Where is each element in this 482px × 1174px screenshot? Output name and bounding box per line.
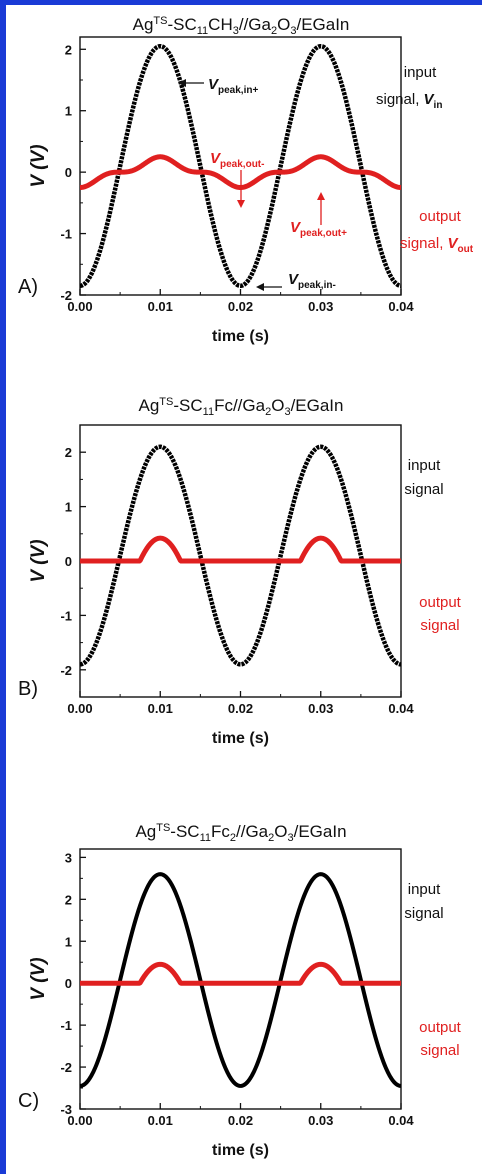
x-tick-label: 0.01 xyxy=(148,701,173,716)
frame-top-border xyxy=(0,0,482,5)
x-tick-label: 0.03 xyxy=(308,1113,333,1128)
peak-in-minus-label: Vpeak,in- xyxy=(288,271,336,291)
output-signal-label-2: signal xyxy=(420,617,459,634)
output-signal-label: output xyxy=(419,594,462,611)
y-tick-label: 0 xyxy=(65,165,72,180)
y-tick-label: 0 xyxy=(65,976,72,991)
output-signal-line xyxy=(78,961,403,986)
y-tick-label: -1 xyxy=(60,227,72,242)
input-signal-label: input xyxy=(408,457,441,474)
y-axis-label: V (V) xyxy=(28,957,49,1000)
input-signal-label-2: signal xyxy=(404,905,443,922)
peak-in-plus-label: Vpeak,in+ xyxy=(208,76,258,96)
output-signal-label: output xyxy=(419,1019,462,1036)
x-axis-label: time (s) xyxy=(212,730,269,747)
x-tick-label: 0.02 xyxy=(228,1113,253,1128)
y-axis-label: V (V) xyxy=(28,144,49,187)
y-tick-label: -1 xyxy=(60,608,72,623)
x-tick-label: 0.04 xyxy=(388,701,414,716)
x-tick-label: 0.04 xyxy=(388,1113,414,1128)
peak-out-plus-label: Vpeak,out+ xyxy=(290,219,347,239)
panel-label: B) xyxy=(18,678,38,700)
x-tick-label: 0.03 xyxy=(308,299,333,314)
x-tick-label: 0.02 xyxy=(228,299,253,314)
x-tick-label: 0.00 xyxy=(67,299,92,314)
x-axis-label: time (s) xyxy=(212,1142,269,1159)
input-signal-line xyxy=(78,444,403,667)
peak-in-minus-arrowhead xyxy=(256,283,264,291)
y-tick-label: 2 xyxy=(65,892,72,907)
y-axis-label: V (V) xyxy=(28,539,49,582)
input-signal-label-2: signal xyxy=(404,481,443,498)
y-tick-label: -2 xyxy=(60,663,72,678)
x-tick-label: 0.00 xyxy=(67,701,92,716)
peak-out-minus-arrowhead xyxy=(237,200,245,208)
input-signal-label-2: signal, Vin xyxy=(376,91,442,111)
frame-left-border xyxy=(0,0,6,1174)
panel-label: C) xyxy=(18,1090,39,1112)
output-signal-label-2: signal xyxy=(420,1042,459,1059)
x-tick-label: 0.01 xyxy=(148,299,173,314)
input-signal-line xyxy=(78,872,403,1088)
y-tick-label: 0 xyxy=(65,554,72,569)
chart-title: AgTS-SC11Fc//Ga2O3/EGaIn xyxy=(139,396,344,418)
x-tick-label: 0.01 xyxy=(148,1113,173,1128)
input-signal-label: input xyxy=(408,881,441,898)
x-tick-label: 0.00 xyxy=(67,1113,92,1128)
y-tick-label: -2 xyxy=(60,288,72,303)
peak-out-plus-arrowhead xyxy=(317,192,325,200)
x-tick-label: 0.04 xyxy=(388,299,414,314)
y-tick-label: 2 xyxy=(65,445,72,460)
y-tick-label: -2 xyxy=(60,1060,72,1075)
y-tick-label: 1 xyxy=(65,500,72,515)
input-signal-line xyxy=(78,43,403,289)
plot-frame xyxy=(79,848,402,1110)
y-tick-label: 1 xyxy=(65,934,72,949)
output-signal-line xyxy=(78,535,403,564)
chart-title: AgTS-SC11CH3//Ga2O3/EGaIn xyxy=(133,15,350,37)
x-axis-label: time (s) xyxy=(212,328,269,345)
panel-label: A) xyxy=(18,276,38,298)
input-signal-label: input xyxy=(404,64,437,81)
peak-out-minus-label: Vpeak,out- xyxy=(210,150,264,170)
output-signal-label: output xyxy=(419,208,462,225)
y-tick-label: -3 xyxy=(60,1102,72,1117)
x-tick-label: 0.02 xyxy=(228,701,253,716)
x-tick-label: 0.03 xyxy=(308,701,333,716)
y-tick-label: 2 xyxy=(65,42,72,57)
output-signal-label-2: signal, Vout xyxy=(400,235,474,255)
chart-title: AgTS-SC11Fc2//Ga2O3/EGaIn xyxy=(135,822,346,844)
y-tick-label: -1 xyxy=(60,1018,72,1033)
y-tick-label: 3 xyxy=(65,850,72,865)
y-tick-label: 1 xyxy=(65,104,72,119)
peak-in-plus-arrowhead xyxy=(178,79,186,87)
